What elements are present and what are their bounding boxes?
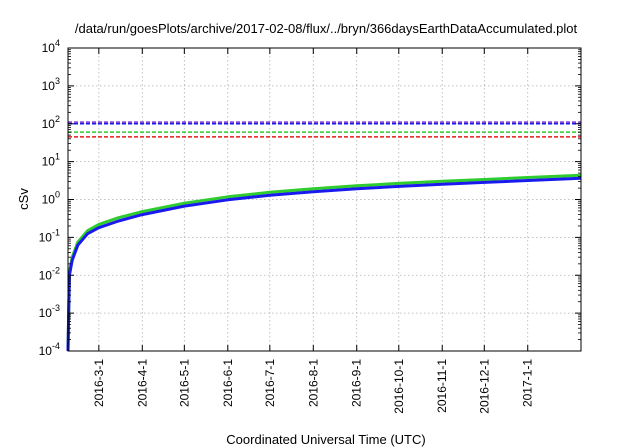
x-tick-label: 2016-6-1 (221, 359, 235, 407)
y-tick-label: 101 (42, 152, 60, 169)
ticks: 10-4 10-3 10-2 10-1 100 101 102 103 104 2016-3-1 2… (39, 38, 581, 414)
x-tick-label: 2016-4-1 (135, 359, 149, 407)
x-tick-label: 2016-10-1 (392, 359, 406, 414)
chart-title: /data/run/goesPlots/archive/2017-02-08/f… (75, 21, 578, 36)
y-tick-label: 102 (42, 114, 60, 131)
series-curve-1 (66, 176, 582, 352)
x-tick-label: 2016-11-1 (435, 359, 449, 413)
grid (68, 48, 581, 351)
x-tick-label: 2016-7-1 (263, 359, 277, 407)
x-tick-label: 2016-3-1 (92, 359, 106, 407)
x-tick-label: 2016-5-1 (177, 359, 191, 407)
y-tick-label: 104 (42, 38, 60, 55)
y-tick-label: 10-1 (39, 227, 60, 244)
x-tick-label: 2016-8-1 (306, 359, 320, 407)
y-tick-label: 10-4 (39, 341, 60, 358)
x-tick-label: 2017-1-1 (521, 359, 535, 407)
x-tick-label: 2016-9-1 (350, 359, 364, 407)
y-tick-label: 10-3 (39, 303, 60, 320)
y-tick-label: 103 (42, 76, 60, 93)
x-tick-label: 2016-12-1 (477, 359, 491, 414)
series-layer (66, 121, 582, 352)
y-tick-label: 100 (42, 190, 60, 207)
y-tick-label: 10-2 (39, 265, 60, 282)
y-axis-label: cSv (16, 188, 31, 210)
x-axis-label: Coordinated Universal Time (UTC) (226, 432, 425, 447)
